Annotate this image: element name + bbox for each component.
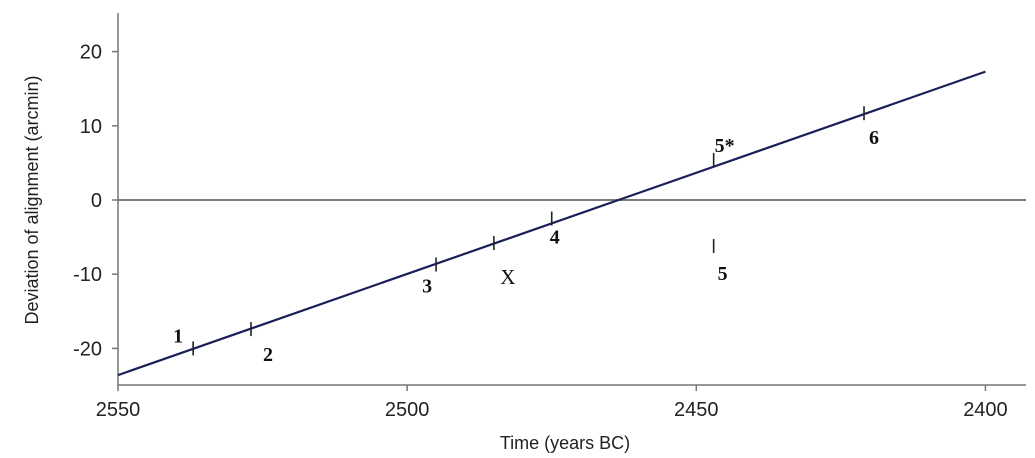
data-point: 4 <box>550 211 560 249</box>
data-point: 5* <box>712 135 735 167</box>
y-tick-label: 0 <box>91 190 102 212</box>
x-tick-label: 2500 <box>385 399 430 421</box>
ticks: 20 10 0 -10 -20 2550 2500 2450 2400 <box>73 42 1008 421</box>
y-tick-label: 20 <box>80 42 102 64</box>
data-points: 1 2 3 X 4 5* 5 6 <box>173 106 879 366</box>
data-point: 5 <box>712 239 728 285</box>
point-label: 6 <box>869 127 879 149</box>
x-tick-label: 2550 <box>96 399 141 421</box>
data-point: 1 <box>173 325 194 356</box>
y-tick-label: 10 <box>80 116 102 138</box>
point-label: 4 <box>550 227 560 249</box>
point-label: 3 <box>422 276 432 298</box>
data-point: 6 <box>863 106 879 149</box>
point-label: 2 <box>263 344 273 366</box>
y-tick-label: -10 <box>73 264 102 286</box>
point-label: 5 <box>718 263 728 285</box>
y-tick-label: -20 <box>73 338 102 360</box>
data-point: X <box>493 236 515 289</box>
point-label: 1 <box>173 325 183 347</box>
point-label: 5* <box>715 135 735 157</box>
x-tick-label: 2450 <box>674 399 719 421</box>
y-axis-title: Deviation of alignment (arcmin) <box>22 75 42 324</box>
point-label: X <box>500 265 515 289</box>
x-axis-title: Time (years BC) <box>500 433 630 453</box>
data-point: 3 <box>422 257 437 298</box>
data-point: 2 <box>250 322 273 366</box>
x-tick-label: 2400 <box>963 399 1008 421</box>
